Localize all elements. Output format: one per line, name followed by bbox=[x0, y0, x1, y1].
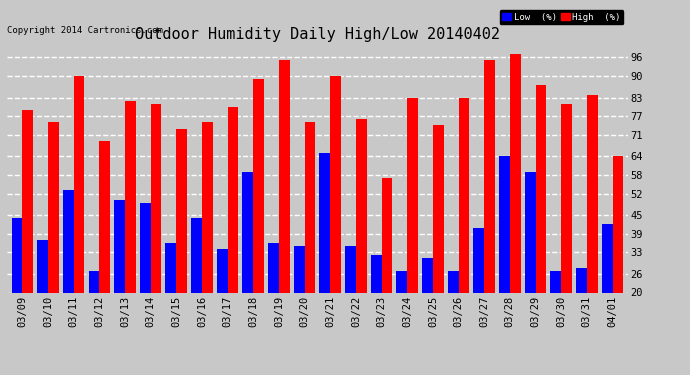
Bar bbox=[150, 104, 161, 292]
Bar bbox=[510, 54, 521, 292]
Legend: Low  (%), High  (%): Low (%), High (%) bbox=[500, 10, 623, 24]
Bar bbox=[191, 218, 202, 292]
Bar bbox=[484, 60, 495, 292]
Bar bbox=[576, 268, 586, 292]
Bar bbox=[473, 228, 484, 292]
Bar bbox=[448, 271, 459, 292]
Bar bbox=[331, 76, 341, 292]
Bar bbox=[422, 258, 433, 292]
Bar bbox=[397, 271, 407, 292]
Bar bbox=[551, 271, 561, 292]
Bar bbox=[294, 246, 304, 292]
Bar bbox=[524, 172, 535, 292]
Bar bbox=[345, 246, 356, 292]
Text: Copyright 2014 Cartronics.com: Copyright 2014 Cartronics.com bbox=[7, 26, 163, 35]
Bar bbox=[114, 200, 125, 292]
Bar bbox=[459, 98, 469, 292]
Bar bbox=[535, 85, 546, 292]
Bar bbox=[37, 240, 48, 292]
Bar bbox=[499, 156, 510, 292]
Bar bbox=[166, 243, 176, 292]
Bar bbox=[253, 79, 264, 292]
Bar bbox=[613, 156, 623, 292]
Title: Outdoor Humidity Daily High/Low 20140402: Outdoor Humidity Daily High/Low 20140402 bbox=[135, 27, 500, 42]
Bar bbox=[242, 172, 253, 292]
Bar bbox=[356, 119, 366, 292]
Bar bbox=[279, 60, 290, 292]
Bar bbox=[125, 101, 136, 292]
Bar bbox=[561, 104, 572, 292]
Bar bbox=[586, 94, 598, 292]
Bar bbox=[371, 255, 382, 292]
Bar bbox=[48, 122, 59, 292]
Bar bbox=[319, 153, 331, 292]
Bar bbox=[217, 249, 228, 292]
Bar bbox=[74, 76, 84, 292]
Bar bbox=[304, 122, 315, 292]
Bar bbox=[382, 178, 393, 292]
Bar bbox=[140, 203, 150, 292]
Bar bbox=[407, 98, 418, 292]
Bar bbox=[88, 271, 99, 292]
Bar bbox=[202, 122, 213, 292]
Bar bbox=[228, 107, 238, 292]
Bar bbox=[63, 190, 74, 292]
Bar bbox=[433, 125, 444, 292]
Bar bbox=[22, 110, 33, 292]
Bar bbox=[12, 218, 22, 292]
Bar bbox=[99, 141, 110, 292]
Bar bbox=[602, 224, 613, 292]
Bar bbox=[176, 129, 187, 292]
Bar bbox=[268, 243, 279, 292]
